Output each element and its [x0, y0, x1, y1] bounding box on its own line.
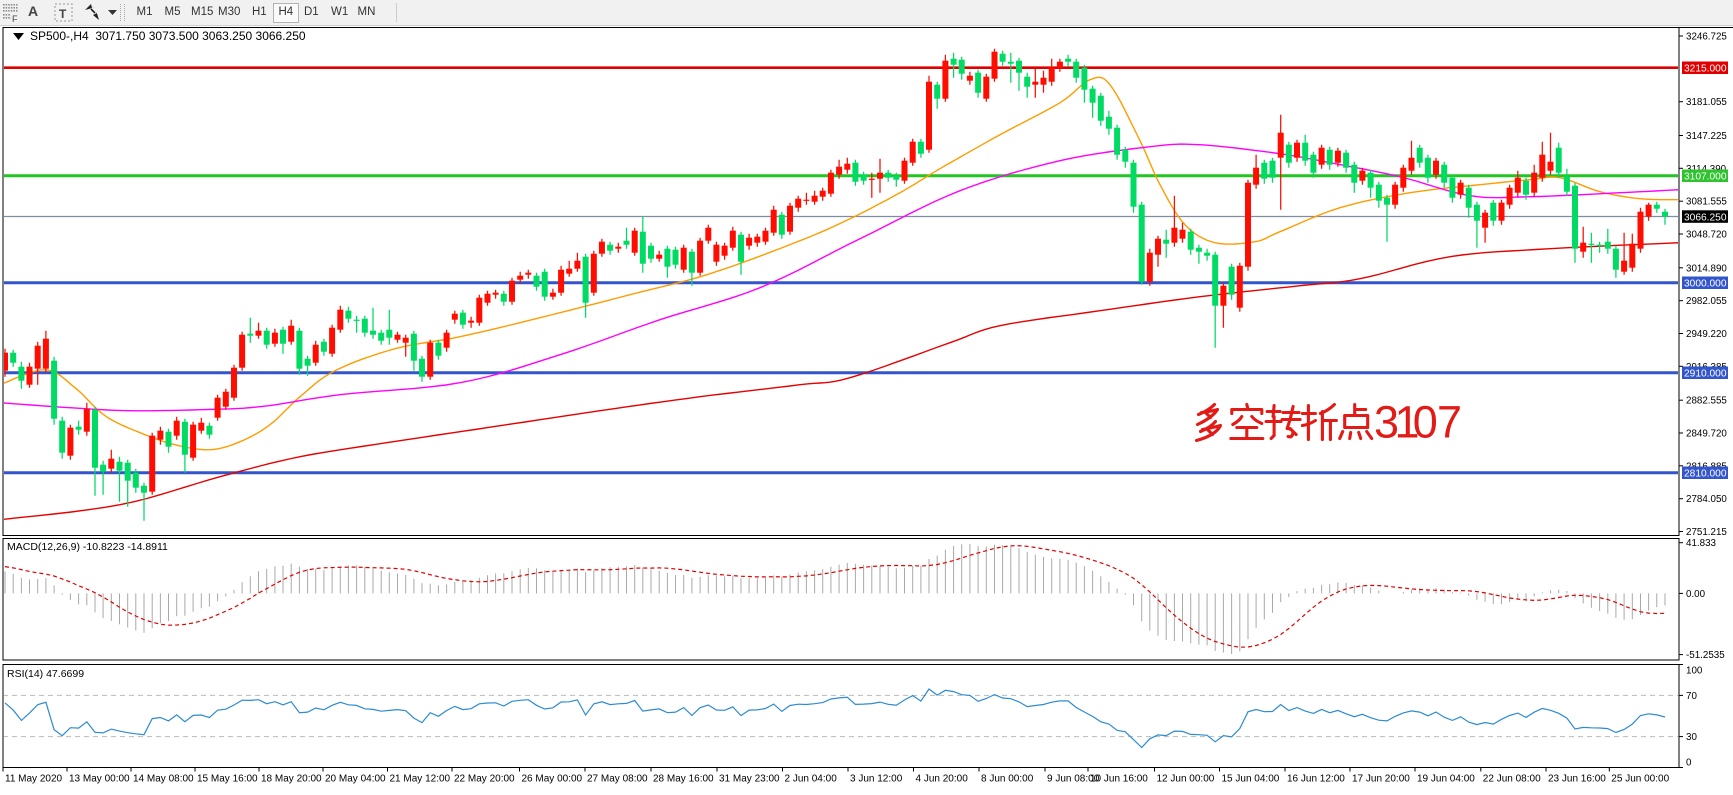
svg-text:3066.250: 3066.250: [1684, 212, 1727, 223]
svg-text:2982.055: 2982.055: [1686, 296, 1727, 307]
svg-text:70: 70: [1686, 691, 1697, 702]
svg-text:3000.000: 3000.000: [1684, 279, 1727, 290]
svg-text:3114.390: 3114.390: [1686, 164, 1727, 175]
svg-text:22 May 20:00: 22 May 20:00: [454, 774, 515, 785]
svg-text:25 Jun 00:00: 25 Jun 00:00: [1611, 774, 1669, 785]
svg-text:7: 7: [1437, 397, 1462, 448]
svg-text:0: 0: [1686, 757, 1692, 768]
svg-text:2949.220: 2949.220: [1686, 329, 1727, 340]
svg-text:MACD(12,26,9) -10.8223 -14.891: MACD(12,26,9) -10.8223 -14.8911: [7, 541, 168, 553]
svg-text:2751.215: 2751.215: [1686, 527, 1727, 538]
svg-text:26 May 00:00: 26 May 00:00: [522, 774, 583, 785]
svg-text:15 May 16:00: 15 May 16:00: [197, 774, 258, 785]
svg-text:17 Jun 20:00: 17 Jun 20:00: [1352, 774, 1410, 785]
svg-text:9 Jun 08:00: 9 Jun 08:00: [1047, 774, 1100, 785]
svg-text:3 Jun 12:00: 3 Jun 12:00: [850, 774, 903, 785]
svg-text:3081.555: 3081.555: [1686, 197, 1727, 208]
svg-text:28 May 16:00: 28 May 16:00: [653, 774, 714, 785]
svg-text:12 Jun 00:00: 12 Jun 00:00: [1157, 774, 1215, 785]
svg-text:2784.050: 2784.050: [1686, 494, 1727, 505]
svg-text:4 Jun 20:00: 4 Jun 20:00: [916, 774, 969, 785]
svg-text:3014.890: 3014.890: [1686, 263, 1727, 274]
svg-text:100: 100: [1686, 666, 1703, 677]
svg-text:21 May 12:00: 21 May 12:00: [390, 774, 451, 785]
svg-text:F: F: [12, 14, 18, 24]
svg-text:3246.725: 3246.725: [1686, 32, 1727, 43]
svg-text:T: T: [59, 7, 67, 21]
svg-text:18 May 20:00: 18 May 20:00: [261, 774, 322, 785]
svg-text:22 Jun 08:00: 22 Jun 08:00: [1483, 774, 1541, 785]
svg-text:19 Jun 04:00: 19 Jun 04:00: [1417, 774, 1475, 785]
svg-text:3048.720: 3048.720: [1686, 230, 1727, 241]
svg-text:14 May 08:00: 14 May 08:00: [133, 774, 194, 785]
svg-text:2882.555: 2882.555: [1686, 396, 1727, 407]
svg-text:2810.000: 2810.000: [1684, 469, 1727, 480]
svg-text:13 May 00:00: 13 May 00:00: [69, 774, 130, 785]
svg-text:20 May 04:00: 20 May 04:00: [325, 774, 386, 785]
svg-text:16 Jun 12:00: 16 Jun 12:00: [1287, 774, 1345, 785]
svg-text:3215.000: 3215.000: [1684, 64, 1727, 75]
svg-text:11 May 2020: 11 May 2020: [5, 774, 63, 785]
svg-text:8 Jun 00:00: 8 Jun 00:00: [981, 774, 1034, 785]
svg-text:1: 1: [1395, 397, 1420, 448]
svg-text:23 Jun 16:00: 23 Jun 16:00: [1548, 774, 1606, 785]
svg-text:-51.2535: -51.2535: [1686, 650, 1725, 661]
svg-text:0.00: 0.00: [1686, 589, 1706, 600]
svg-text:3107.000: 3107.000: [1684, 172, 1727, 183]
svg-text:41.833: 41.833: [1686, 538, 1717, 549]
svg-text:31 May 23:00: 31 May 23:00: [719, 774, 780, 785]
svg-text:RSI(14) 47.6699: RSI(14) 47.6699: [7, 668, 84, 680]
svg-text:10 Jun 16:00: 10 Jun 16:00: [1090, 774, 1148, 785]
svg-text:SP500-,H4 3071.750 3073.500 3: SP500-,H4 3071.750 3073.500 3063.250 306…: [30, 29, 306, 43]
svg-text:2849.720: 2849.720: [1686, 429, 1727, 440]
svg-text:2 Jun 04:00: 2 Jun 04:00: [785, 774, 838, 785]
svg-text:15 Jun 04:00: 15 Jun 04:00: [1222, 774, 1280, 785]
svg-text:0: 0: [1413, 397, 1438, 448]
svg-text:3147.225: 3147.225: [1686, 131, 1727, 142]
svg-text:3181.055: 3181.055: [1686, 97, 1727, 108]
svg-text:3: 3: [1374, 397, 1399, 448]
svg-text:30: 30: [1686, 732, 1697, 743]
svg-text:2910.000: 2910.000: [1684, 369, 1727, 380]
svg-text:27 May 08:00: 27 May 08:00: [587, 774, 648, 785]
